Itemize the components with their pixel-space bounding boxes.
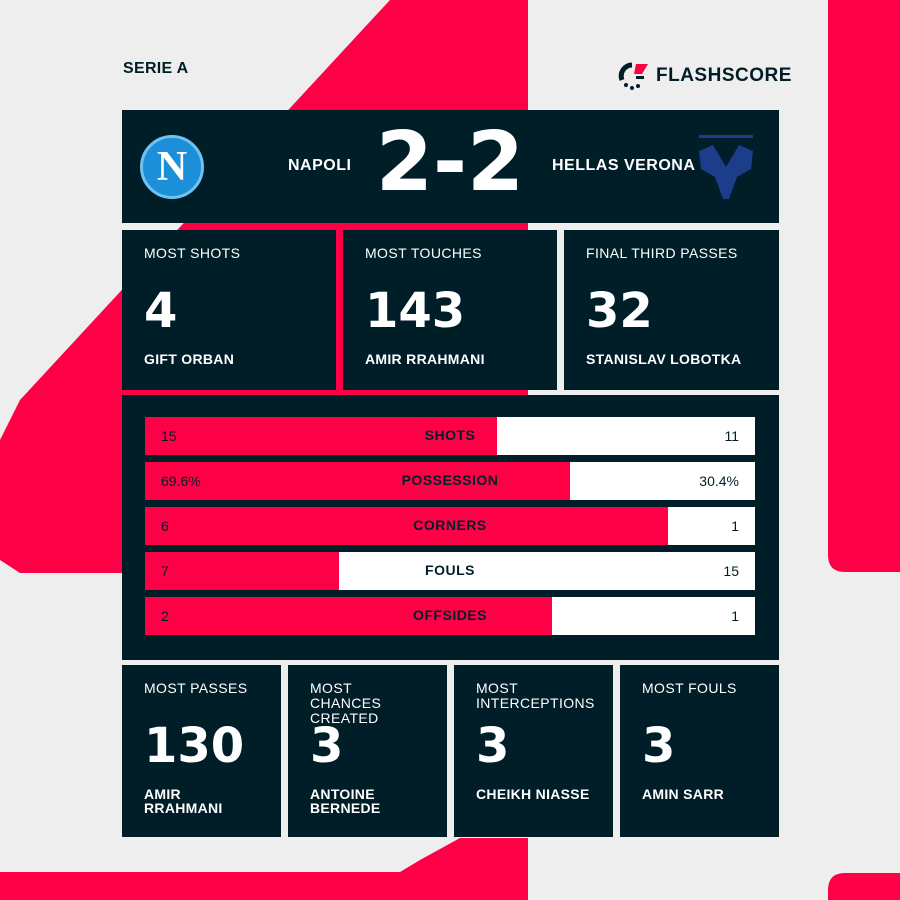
- brand-name: FLASHSCORE: [656, 65, 792, 86]
- stat-bar: 6 CORNERS 1: [145, 507, 755, 545]
- top-card: FINAL THIRD PASSES 32 STANISLAV LOBOTKA: [564, 230, 779, 390]
- home-share-fill: [145, 507, 668, 545]
- score: 2-2: [375, 115, 525, 210]
- bottom-card: MOST INTERCEPTIONS 3 CHEIKH NIASSE: [454, 665, 613, 837]
- home-value: 15: [161, 428, 177, 444]
- card-value: 32: [586, 283, 653, 339]
- away-value: 1: [731, 608, 739, 624]
- card-label: MOST FOULS: [642, 680, 737, 696]
- bottom-card: MOST PASSES 130 AMIR RRAHMANI: [122, 665, 281, 837]
- top-card: MOST TOUCHES 143 AMIR RRAHMANI: [343, 230, 557, 390]
- bottom-card: MOST CHANCES CREATED 3 ANTOINE BERNEDE: [288, 665, 447, 837]
- card-value: 3: [310, 718, 344, 774]
- hellas-verona-crest-icon: [699, 135, 753, 199]
- stat-name: POSSESSION: [401, 472, 499, 488]
- home-value: 7: [161, 563, 169, 579]
- card-label: MOST INTERCEPTIONS: [476, 680, 595, 711]
- home-value: 2: [161, 608, 169, 624]
- stat-bar: 15 SHOTS 11: [145, 417, 755, 455]
- flashscore-logo: FLASHSCORE: [618, 62, 792, 90]
- card-player: AMIN SARR: [642, 786, 725, 802]
- card-value: 4: [144, 283, 178, 339]
- match-header: [122, 110, 779, 223]
- card-label: MOST CHANCES CREATED: [310, 680, 382, 726]
- away-value: 1: [731, 518, 739, 534]
- card-player: STANISLAV LOBOTKA: [586, 351, 742, 367]
- card-label: MOST PASSES: [144, 680, 248, 696]
- card-player: GIFT ORBAN: [144, 351, 235, 367]
- bottom-card: MOST FOULS 3 AMIN SARR: [620, 665, 779, 837]
- away-team-name: HELLAS VERONA: [552, 157, 696, 174]
- stat-bar: 2 OFFSIDES 1: [145, 597, 755, 635]
- card-label: MOST TOUCHES: [365, 245, 482, 261]
- stat-name: FOULS: [425, 562, 475, 578]
- home-team-name: NAPOLI: [288, 157, 352, 174]
- card-player: CHEIKH NIASSE: [476, 786, 590, 802]
- home-share-fill: [145, 417, 497, 455]
- card-player: AMIR RRAHMANI: [144, 786, 223, 816]
- card-value: 3: [476, 718, 510, 774]
- league-title: SERIE A: [123, 60, 189, 77]
- home-value: 69.6%: [161, 473, 201, 489]
- stat-bar: 69.6% POSSESSION 30.4%: [145, 462, 755, 500]
- card-value: 130: [144, 718, 245, 774]
- stat-name: OFFSIDES: [412, 607, 487, 623]
- card-value: 143: [365, 283, 466, 339]
- home-value: 6: [161, 518, 169, 534]
- card-value: 3: [642, 718, 676, 774]
- card-player: ANTOINE BERNEDE: [310, 786, 381, 816]
- home-share-fill: [145, 462, 570, 500]
- stat-name: SHOTS: [424, 427, 476, 443]
- away-value: 15: [723, 563, 739, 579]
- card-label: MOST SHOTS: [144, 245, 241, 261]
- card-label: FINAL THIRD PASSES: [586, 245, 738, 261]
- napoli-crest-icon: N: [140, 135, 204, 199]
- home-share-fill: [145, 597, 552, 635]
- stats-comparison: 15 SHOTS 11 69.6% POSSESSION 30.4% 6 COR…: [122, 395, 779, 660]
- away-value: 11: [724, 428, 739, 444]
- top-card: MOST SHOTS 4 GIFT ORBAN: [122, 230, 336, 390]
- away-value: 30.4%: [699, 473, 739, 489]
- stat-bar: 7 FOULS 15: [145, 552, 755, 590]
- flashscore-logo-icon: [618, 62, 648, 90]
- stat-name: CORNERS: [413, 517, 487, 533]
- card-player: AMIR RRAHMANI: [365, 351, 485, 367]
- home-share-fill: [145, 552, 339, 590]
